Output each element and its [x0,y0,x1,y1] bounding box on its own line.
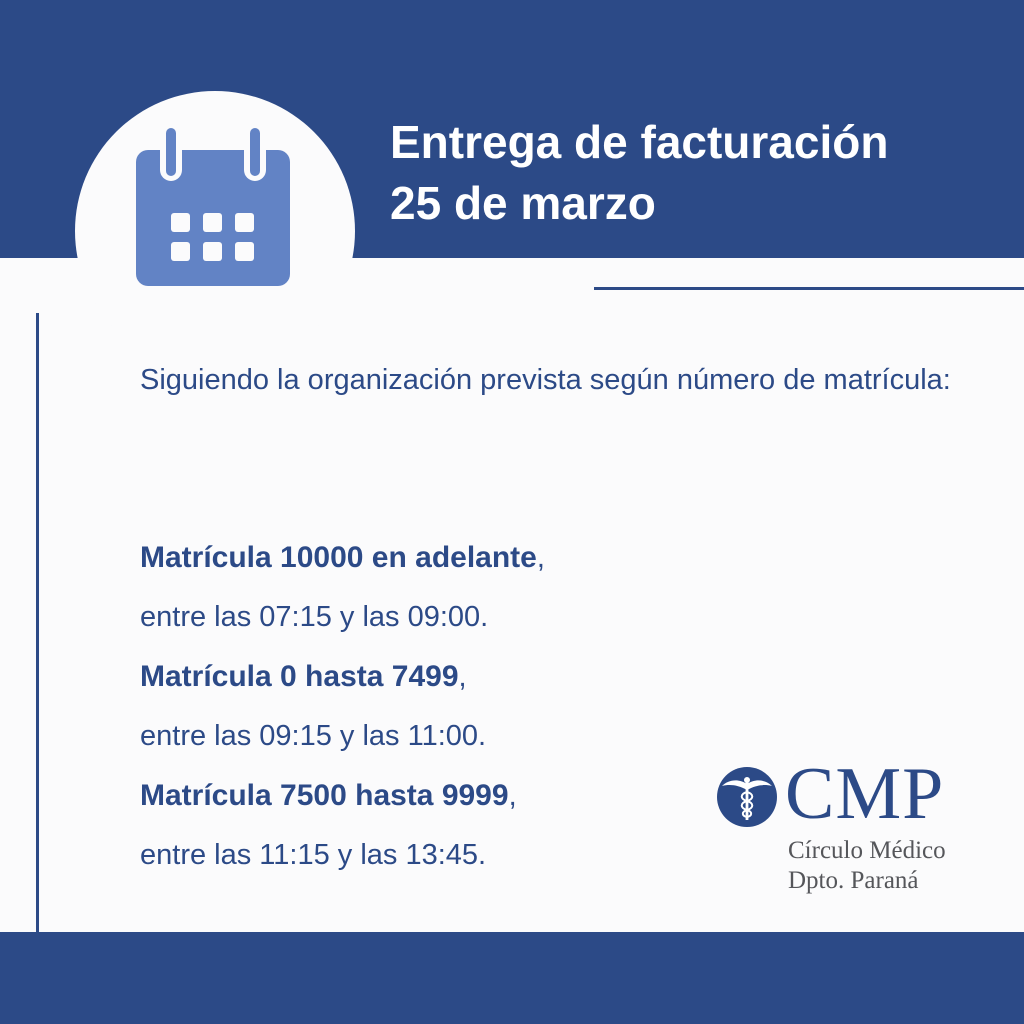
logo-subtitle: Círculo Médico Dpto. Paraná [788,836,946,896]
cmp-logo: CMP Círculo Médico Dpto. Paraná [716,753,976,906]
intro-text: Siguiendo la organización prevista según… [140,364,951,396]
side-divider [36,313,39,932]
calendar-icon [136,128,290,286]
divider [594,287,1024,290]
caduceus-icon [717,767,777,827]
logo-line-1: Círculo Médico [788,837,946,864]
schedule-label: Matrícula 7500 hasta 9999 [140,779,509,813]
footer-band [0,932,1024,1024]
title-line-1: Entrega de facturación [390,116,889,168]
schedule-title: Matrícula 10000 en adelante, [140,528,545,588]
schedule-label: Matrícula 0 hasta 7499 [140,660,459,694]
schedule-punct: , [536,542,545,574]
schedule-title: Matrícula 0 hasta 7499, [140,647,545,707]
schedule-punct: , [508,780,517,813]
schedule-punct: , [458,661,467,694]
schedule-time: entre las 07:15 y las 09:00. [140,600,489,633]
schedule-title: Matrícula 7500 hasta 9999, [140,766,545,826]
schedule-time: entre las 11:15 y las 13:45. [140,838,487,871]
page-title: Entrega de facturación 25 de marzo [390,112,888,234]
schedule-list: Matrícula 10000 en adelante, entre las 0… [140,528,545,886]
schedule-time: entre las 09:15 y las 11:00. [140,719,487,752]
title-date: 25 de marzo [390,177,656,229]
logo-line-2: Dpto. Paraná [788,867,919,894]
logo-letters: CMP [785,753,945,835]
schedule-label: Matrícula 10000 en adelante [140,541,537,574]
